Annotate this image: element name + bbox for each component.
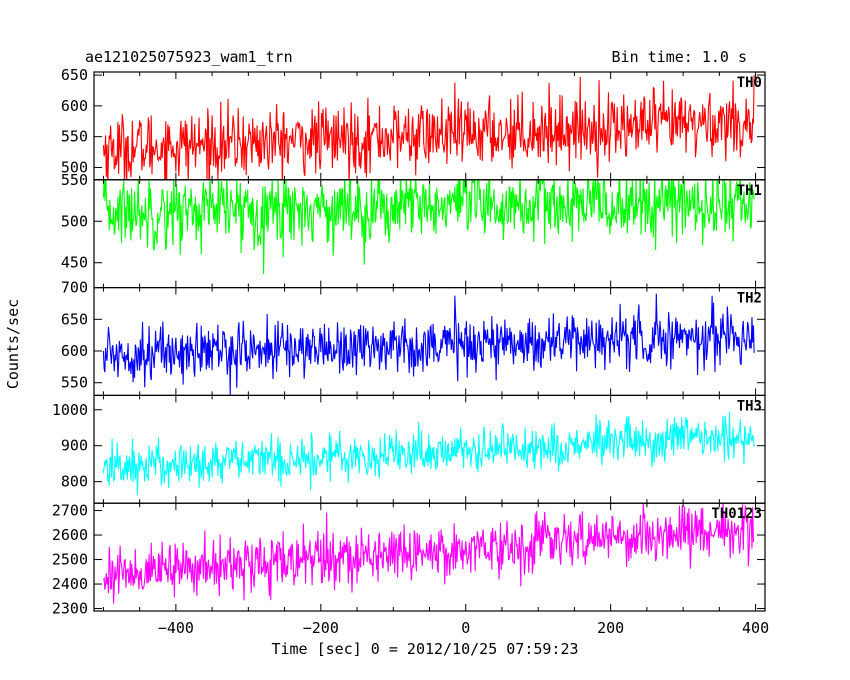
x-tick-label: 0: [461, 619, 470, 637]
series-th1-line: [102, 179, 755, 274]
y-tick-label: 550: [61, 128, 88, 146]
chart-title: ae121025075923_wam1_trn: [85, 48, 293, 66]
panel-label: TH3: [737, 398, 762, 414]
y-tick-label: 800: [61, 473, 88, 491]
panel-th3: 800 900 1000 TH3: [52, 394, 766, 504]
y-tick-label: 2600: [52, 526, 88, 544]
x-axis: −400 −200 0 200 400: [158, 619, 769, 637]
panel-label: TH1: [737, 183, 762, 199]
y-tick-label: 500: [61, 212, 88, 230]
y-tick-label: 2500: [52, 551, 88, 569]
y-tick-label: 1000: [52, 401, 88, 419]
x-tick-label: 400: [742, 619, 769, 637]
panel-label: TH0123: [711, 506, 762, 522]
series-th2-line: [102, 293, 755, 396]
panel-frame: [93, 502, 766, 612]
series-th3-line: [102, 411, 755, 496]
panel-label: TH2: [737, 291, 762, 307]
x-tick-label: −400: [158, 619, 194, 637]
x-axis-label: Time [sec] 0 = 2012/10/25 07:59:23: [271, 640, 578, 658]
y-tick-label: 600: [61, 342, 88, 360]
y-tick-label: 500: [61, 158, 88, 176]
series-th0-line: [102, 74, 755, 180]
panel-th2: 550 600 650 700 TH2: [61, 279, 766, 397]
y-tick-label: 600: [61, 97, 88, 115]
y-axis-label: Counts/sec: [4, 299, 22, 389]
x-tick-label: 200: [597, 619, 624, 637]
x-tick-label: −200: [303, 619, 339, 637]
y-tick-label: 650: [61, 310, 88, 328]
y-tick-label: 2700: [52, 502, 88, 520]
series-th0123-line: [102, 503, 755, 604]
y-tick-label: 900: [61, 437, 88, 455]
panel-th1: 450 500 550 TH1: [61, 171, 766, 289]
y-tick-label: 2300: [52, 600, 88, 618]
y-tick-label: 550: [61, 171, 88, 189]
panel-label: TH0: [737, 75, 762, 91]
y-tick-label: 650: [61, 66, 88, 84]
bin-time-label: Bin time: 1.0 s: [612, 48, 747, 66]
panel-th0123: 2300 2400 2500 2600 2700 TH0123: [52, 502, 766, 618]
y-tick-label: 2400: [52, 575, 88, 593]
y-tick-label: 550: [61, 374, 88, 392]
y-tick-label: 450: [61, 254, 88, 272]
y-tick-label: 700: [61, 279, 88, 297]
panel-th0: 500 550 600 650 TH0: [61, 66, 766, 181]
